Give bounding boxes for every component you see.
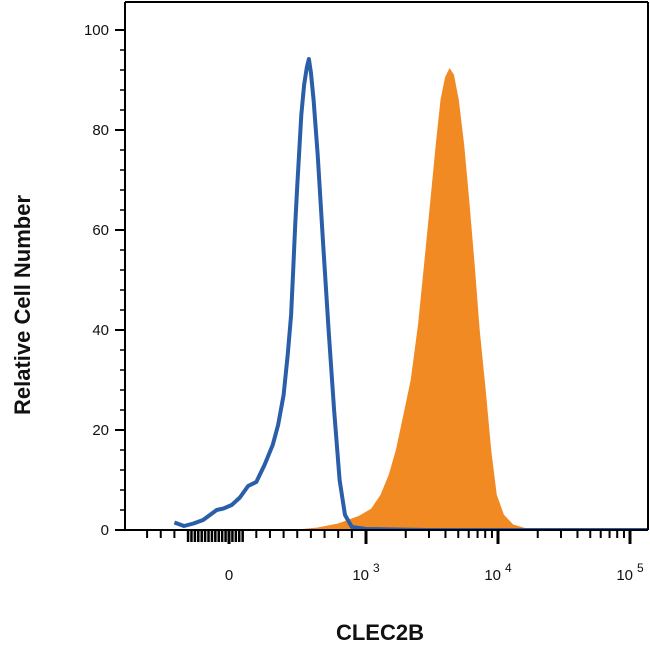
y-tick-label: 60 xyxy=(92,222,109,239)
x-tick-label: 10 4 xyxy=(484,561,512,584)
axes: 0 20 40 60 80 100 0 10 3 10 4 10 5 xyxy=(84,1,649,584)
y-tick-label: 40 xyxy=(92,322,109,339)
x-tick-exponent: 4 xyxy=(505,561,512,575)
y-tick-label: 0 xyxy=(101,522,109,539)
x-axis-title: CLEC2B xyxy=(336,620,424,645)
plot-area xyxy=(173,57,648,530)
x-tick-exponent: 5 xyxy=(637,561,644,575)
x-tick-exponent: 3 xyxy=(373,561,380,575)
series-1-filled-histogram xyxy=(174,67,648,530)
x-tick-label: 10 3 xyxy=(352,561,380,584)
y-tick-label: 20 xyxy=(92,422,109,439)
x-tick-label: 10 5 xyxy=(616,561,644,584)
y-tick-label: 80 xyxy=(92,122,109,139)
y-tick-label: 100 xyxy=(84,22,109,39)
series-0-outline-histogram xyxy=(173,57,648,530)
x-tick-label: 0 xyxy=(225,567,233,584)
y-axis-title: Relative Cell Number xyxy=(10,195,35,416)
